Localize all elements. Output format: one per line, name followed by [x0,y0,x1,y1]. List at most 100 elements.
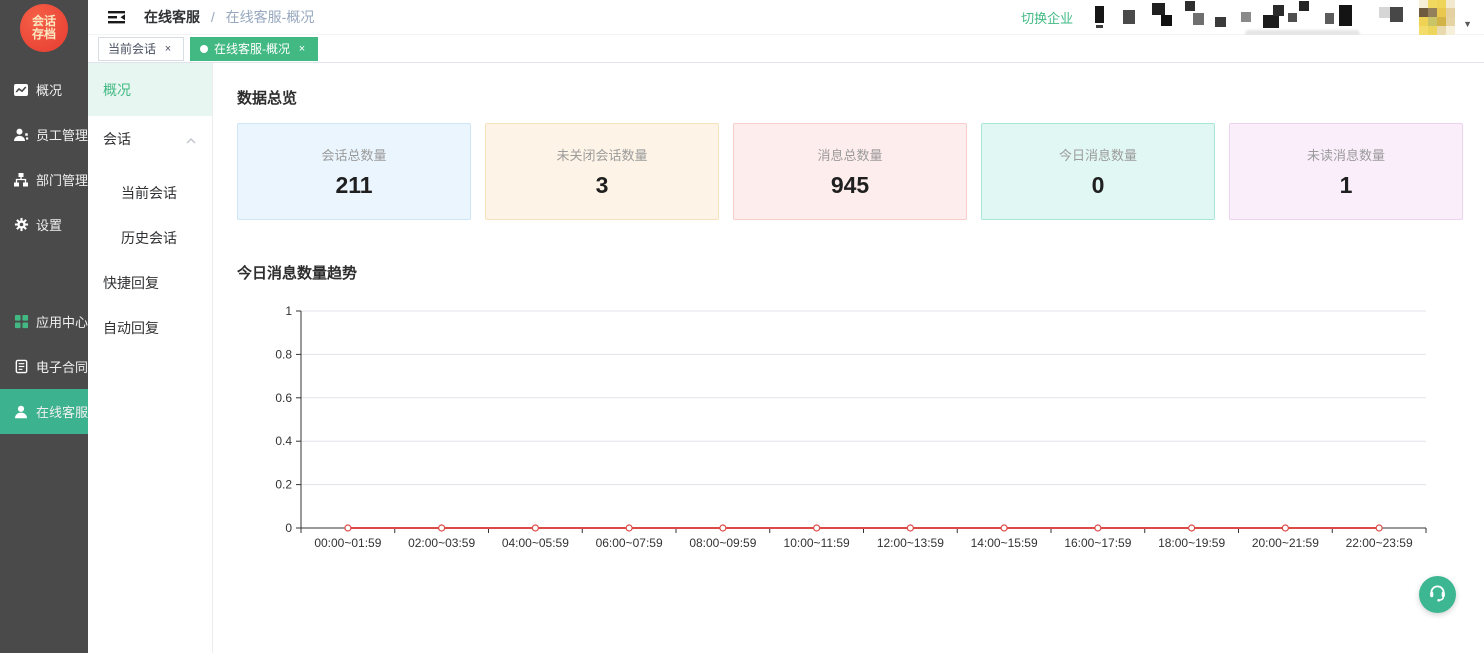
svg-text:08:00~09:59: 08:00~09:59 [689,536,756,550]
sidebar-item-label: 概况 [36,83,63,98]
breadcrumb-root[interactable]: 在线客服 [144,9,200,25]
stat-cards-row: 会话总数量 211 未关闭会话数量 3 消息总数量 945 今日消息数量 0 未… [237,123,1464,220]
stat-card: 今日消息数量 0 [981,123,1215,220]
submenu-item-auto-reply[interactable]: 自动回复 [88,305,212,350]
tab-close-icon[interactable]: × [298,42,306,55]
stat-card-value: 0 [1091,171,1105,198]
trend-chart-title: 今日消息数量趋势 [237,265,358,282]
tab-label: 当前会话 [108,42,157,56]
svg-text:18:00~19:59: 18:00~19:59 [1158,536,1225,550]
main-sidebar: 会话 存档 概况 员工管理 部门管理 设置 [0,0,88,653]
svg-text:0.4: 0.4 [275,434,292,448]
tags-view-bar: 当前会话 × 在线客服-概况 × [88,35,1484,63]
svg-text:0.6: 0.6 [275,391,292,405]
svg-text:0: 0 [285,521,292,535]
chart-icon [13,82,29,98]
tab-close-icon[interactable]: × [164,42,172,55]
stat-card: 会话总数量 211 [237,123,471,220]
app-logo-circle: 会话 存档 [20,4,68,52]
sidebar-item-label: 电子合同 [36,360,89,375]
sidebar-item-label: 员工管理 [36,128,89,143]
sidebar-fold-icon[interactable] [108,9,126,25]
submenu-sidebar: 概况 会话 当前会话 历史会话 快捷回复 自动回复 [88,63,213,653]
app-logo-line2: 存档 [31,27,56,41]
service-icon [13,404,29,420]
svg-text:04:00~05:59: 04:00~05:59 [502,536,569,550]
svg-text:0.8: 0.8 [275,347,292,361]
submenu-item-label: 自动回复 [103,319,159,336]
avatar[interactable] [1419,0,1456,35]
sidebar-item-label: 在线客服 [36,405,89,420]
switch-company-link[interactable]: 切换企业 [1021,10,1074,26]
submenu-item-label: 概况 [103,81,131,98]
stat-card-value: 1 [1339,171,1353,198]
chevron-up-icon [186,131,196,147]
stat-card: 未读消息数量 1 [1229,123,1463,220]
headset-icon [1427,582,1448,608]
svg-text:10:00~11:59: 10:00~11:59 [784,536,851,550]
stat-card-value: 3 [595,171,609,198]
app-logo[interactable]: 会话 存档 [0,0,88,56]
trend-chart-section: 今日消息数量趋势 0 0.2 0.4 0.6 0.8 1 00:00~01:59 02:00~… [237,262,1464,553]
chevron-down-icon[interactable]: ▼ [1463,19,1472,29]
sidebar-item-online-service[interactable]: 在线客服 [0,389,88,434]
svg-text:20:00~21:59: 20:00~21:59 [1252,536,1319,550]
stat-card-label: 未读消息数量 [1306,147,1385,163]
sidebar-item-label: 应用中心 [36,315,89,330]
stat-card: 消息总数量 945 [733,123,967,220]
sidebar-spacer [0,247,88,299]
stat-card: 未关闭会话数量 3 [485,123,719,220]
submenu-group-sessions[interactable]: 会话 [88,116,212,161]
sidebar-item-overview[interactable]: 概况 [0,67,88,112]
submenu-item-label: 快捷回复 [103,274,159,291]
tab-label: 在线客服-概况 [214,42,291,56]
svg-text:16:00~17:59: 16:00~17:59 [1064,536,1131,550]
gear-icon [13,217,29,233]
svg-text:02:00~03:59: 02:00~03:59 [408,536,475,550]
svg-text:00:00~01:59: 00:00~01:59 [314,536,381,550]
svg-text:06:00~07:59: 06:00~07:59 [596,536,663,550]
trend-chart-svg: 0 0.2 0.4 0.6 0.8 1 00:00~01:59 02:00~03:59 04:0… [275,304,1427,550]
tab-active-dot [200,44,209,53]
submenu-item-overview[interactable]: 概况 [88,63,212,116]
breadcrumb: 在线客服 / 在线客服-概况 [144,7,314,27]
contract-icon [13,359,29,375]
breadcrumb-separator: / [210,9,215,25]
apps-icon [13,314,29,330]
submenu-item-quick-reply[interactable]: 快捷回复 [88,260,212,305]
redaction-smudge [1245,30,1361,37]
stat-card-value: 945 [830,171,870,198]
top-navbar: 在线客服 / 在线客服-概况 切换企业 ▼ [88,0,1484,37]
redacted-company-name [1095,0,1407,37]
sidebar-item-staff[interactable]: 员工管理 [0,112,88,157]
stat-card-label: 未关闭会话数量 [556,147,648,163]
staff-icon [13,127,29,143]
stat-card-value: 211 [335,171,373,198]
submenu-item-history-session[interactable]: 历史会话 [88,215,212,260]
submenu-item-label: 当前会话 [121,184,177,201]
svg-text:0.2: 0.2 [275,478,292,492]
sidebar-item-department[interactable]: 部门管理 [0,157,88,202]
sidebar-item-label: 部门管理 [36,173,89,188]
sidebar-item-app-center[interactable]: 应用中心 [0,299,88,344]
submenu-item-current-session[interactable]: 当前会话 [88,170,212,215]
sidebar-item-settings[interactable]: 设置 [0,202,88,247]
customer-service-fab[interactable] [1419,576,1456,613]
svg-text:1: 1 [285,304,292,318]
sidebar-item-e-contract[interactable]: 电子合同 [0,344,88,389]
svg-text:12:00~13:59: 12:00~13:59 [877,536,944,550]
breadcrumb-current: 在线客服-概况 [225,9,315,25]
submenu-item-label: 会话 [103,130,131,147]
submenu-item-label: 历史会话 [121,229,177,246]
stat-card-label: 今日消息数量 [1058,147,1137,163]
sidebar-item-label: 设置 [36,218,63,233]
app-logo-line1: 会话 [31,14,56,28]
main-content: 数据总览 会话总数量 211 未关闭会话数量 3 消息总数量 945 今日消息数… [213,63,1484,653]
stat-card-label: 会话总数量 [321,147,387,163]
overview-section-title: 数据总览 [237,90,298,107]
stat-card-label: 消息总数量 [817,147,883,163]
department-icon [13,172,29,188]
svg-text:22:00~23:59: 22:00~23:59 [1346,536,1413,550]
tab-current-sessions[interactable]: 当前会话 × [98,36,185,61]
tab-service-overview[interactable]: 在线客服-概况 × [190,36,319,61]
